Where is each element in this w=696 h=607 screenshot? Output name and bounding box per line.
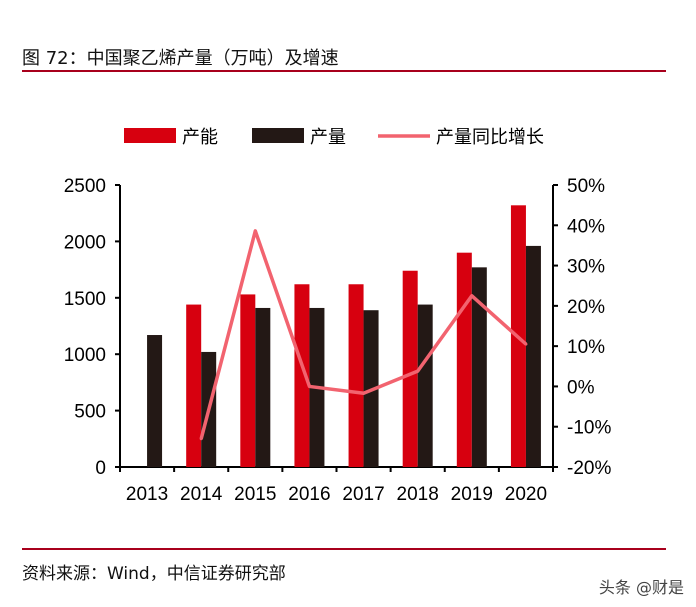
point-growth-2017	[362, 391, 366, 395]
legend-label-output: 产量	[310, 127, 346, 147]
point-growth-2015	[253, 229, 257, 233]
bar-output-2015	[255, 307, 271, 467]
point-growth-2018	[416, 369, 420, 373]
x-tick-label: 2020	[505, 484, 547, 505]
right-tick-label: 30%	[567, 257, 605, 278]
left-tick-label: 2000	[64, 232, 106, 253]
bar-capacity-2018	[402, 270, 418, 467]
left-tick-label: 500	[74, 402, 106, 423]
left-tick-label: 1500	[64, 289, 106, 310]
right-tick-label: 0%	[567, 377, 595, 398]
bar-capacity-2016	[294, 284, 310, 467]
legend-swatch-capacity	[124, 128, 176, 143]
bar-output-2019	[471, 267, 487, 467]
left-tick-label: 0	[95, 458, 106, 479]
x-tick-label: 2013	[126, 484, 168, 505]
x-tick-label: 2014	[180, 484, 223, 505]
bar-capacity-2019	[456, 252, 472, 467]
watermark: 头条 @财是	[598, 578, 684, 597]
x-tick-label: 2019	[451, 484, 493, 505]
bar-output-2013	[147, 335, 163, 467]
point-growth-2020	[524, 342, 528, 346]
point-growth-2016	[307, 384, 311, 388]
bar-capacity-2015	[240, 294, 256, 467]
legend-swatch-output	[252, 128, 304, 143]
source-rule	[22, 548, 666, 550]
left-tick-label: 2500	[64, 176, 106, 197]
right-tick-label: -10%	[567, 418, 611, 439]
x-tick-label: 2016	[288, 484, 330, 505]
right-tick-label: 50%	[567, 176, 605, 197]
x-tick-label: 2015	[234, 484, 276, 505]
bar-capacity-2014	[186, 304, 202, 467]
point-growth-2014	[199, 437, 203, 441]
x-tick-label: 2017	[342, 484, 384, 505]
source-note: 资料来源：Wind，中信证券研究部	[22, 564, 286, 584]
point-growth-2019	[470, 294, 474, 298]
left-tick-label: 1000	[64, 345, 106, 366]
bar-output-2018	[417, 304, 433, 467]
right-tick-label: 20%	[567, 297, 605, 318]
chart: 0 500 1000 1500 2000 2500 -20% -10% 0% 10% 20% 30% 4…	[64, 127, 612, 505]
right-tick-label: -20%	[567, 458, 611, 479]
legend-label-capacity: 产能	[182, 127, 218, 147]
right-tick-label: 40%	[567, 216, 605, 237]
figure-title: 图 72：中国聚乙烯产量（万吨）及增速	[22, 48, 339, 69]
bar-capacity-2017	[348, 284, 364, 467]
x-tick-label: 2018	[397, 484, 439, 505]
title-rule	[22, 70, 666, 72]
legend-label-growth: 产量同比增长	[436, 127, 544, 147]
bar-output-2020	[525, 245, 541, 467]
right-tick-label: 10%	[567, 337, 605, 358]
